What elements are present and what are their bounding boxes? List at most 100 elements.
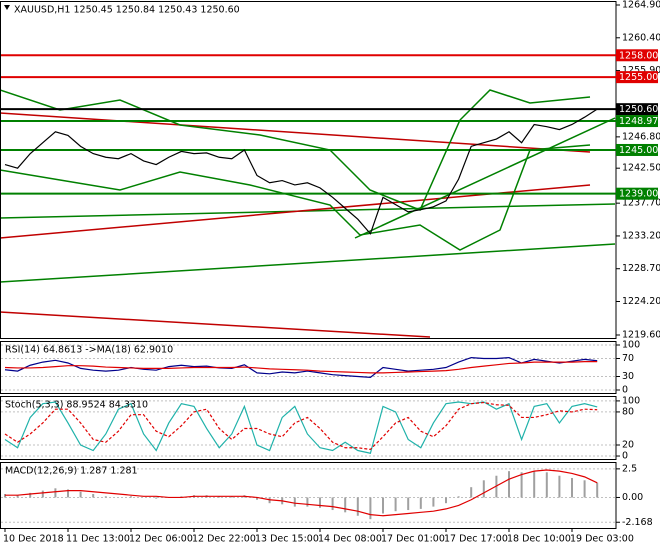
bar: [67, 489, 69, 498]
x-tick-label: 14 Dec 08:00: [318, 534, 382, 545]
bar: [293, 497, 296, 507]
trendline: [0, 243, 616, 283]
y-tick-label: 30: [622, 371, 634, 382]
pane-frame: [0, 462, 617, 529]
x-tick-label: 12 Dec 06:00: [129, 534, 193, 545]
y-tick-label: 20: [622, 440, 634, 451]
x-tick-label: 10 Dec 2018: [3, 534, 64, 545]
x-tick-label: 17 Dec 17:00: [444, 534, 508, 545]
y-tick-label: 1246.80: [622, 131, 660, 142]
level-label: 1239.00: [619, 189, 658, 200]
bar: [319, 497, 321, 508]
y-tick-label: 1255.90: [622, 65, 660, 76]
y-tick-label: 1233.20: [622, 230, 660, 241]
trendline: [354, 117, 616, 239]
level-label: 1250.60: [619, 104, 658, 115]
bar: [92, 494, 95, 498]
bar: [104, 496, 107, 498]
bar: [130, 496, 132, 498]
bar: [79, 491, 82, 498]
bar: [520, 472, 523, 498]
bar: [432, 497, 435, 507]
bar: [54, 488, 57, 498]
bar: [457, 496, 460, 498]
bar: [331, 497, 334, 511]
bar: [356, 497, 359, 516]
pane-title: RSI(14) 64.8613 ->MA(18) 62.9010: [5, 345, 173, 356]
y-tick-label: 2.5: [622, 463, 637, 474]
series-line: [5, 469, 598, 517]
y-tick-label: 1219.60: [622, 330, 660, 341]
menu-arrow: [4, 5, 10, 10]
level-label-box: [616, 187, 658, 200]
bar: [256, 497, 258, 500]
level-label: 1258.00: [619, 50, 658, 61]
level-label-box: [616, 49, 658, 62]
bar: [470, 487, 473, 498]
level-label: 1255.00: [619, 72, 658, 83]
pane-title: MACD(12,26,9) 1.287 1.281: [5, 466, 138, 477]
band-upper: [0, 89, 591, 211]
level-label-box: [616, 71, 658, 84]
y-tick-label: 80: [622, 406, 634, 417]
bar: [155, 497, 158, 499]
bar: [533, 471, 536, 498]
series-line: [4, 361, 598, 374]
x-tick-label: 13 Dec 15:00: [255, 534, 319, 545]
y-tick-label: 100: [622, 340, 640, 351]
level-label-box: [616, 115, 658, 128]
y-tick-label: 1242.50: [622, 163, 660, 174]
bar: [445, 497, 447, 504]
chart-title: XAUUSD,H1 1250.45 1250.84 1250.43 1250.6…: [14, 5, 240, 16]
x-tick-label: 11 Dec 13:00: [66, 534, 130, 545]
y-tick-label: 1264.90: [622, 0, 660, 11]
bar: [508, 471, 510, 498]
bar: [571, 478, 573, 498]
bar: [369, 497, 372, 520]
pane-frame: [0, 1, 617, 339]
level-label-box: [616, 143, 658, 156]
series-line: [4, 108, 598, 235]
bar: [558, 475, 561, 498]
y-tick-label: 1260.40: [622, 32, 660, 43]
bar: [583, 480, 586, 498]
series-line: [4, 401, 598, 454]
level-label: 1245.00: [619, 145, 658, 156]
x-tick-label: 17 Dec 01:00: [381, 534, 445, 545]
y-tick-label: 100: [622, 395, 640, 406]
y-tick-label: 0.00: [622, 492, 643, 503]
trendlines: [0, 89, 616, 338]
band-lower: [0, 144, 591, 251]
bar: [41, 490, 44, 498]
bar: [29, 492, 32, 498]
y-tick-label: 1237.70: [622, 198, 660, 209]
trendline: [0, 112, 591, 153]
x-tick-label: 12 Dec 22:00: [192, 534, 256, 545]
y-tick-label: -2.168: [622, 517, 653, 528]
pane-frame: [0, 341, 617, 394]
y-tick-label: 1228.70: [622, 263, 660, 274]
bar: [382, 497, 384, 514]
bar: [596, 482, 599, 498]
pane-frame: [0, 396, 617, 460]
trendline: [0, 311, 431, 338]
y-tick-label: 0: [622, 451, 628, 462]
y-tick-label: 0: [622, 384, 628, 395]
y-tick-label: 1224.20: [622, 296, 660, 307]
bar: [407, 497, 410, 511]
level-label: 1248.97: [619, 116, 658, 127]
level-label-box: [616, 103, 658, 116]
bar: [16, 495, 19, 498]
bar: [394, 497, 397, 512]
series-line: [4, 401, 598, 451]
bar: [545, 472, 548, 498]
y-tick-label: 70: [622, 353, 634, 364]
pane-title: Stoch(5,3,3) 88.9524 84.3310: [5, 400, 148, 411]
bar: [306, 497, 309, 507]
x-tick-label: 18 Dec 10:00: [507, 534, 571, 545]
bar: [344, 497, 347, 513]
bar: [419, 497, 422, 509]
bar: [482, 480, 485, 498]
series-line: [4, 356, 598, 379]
